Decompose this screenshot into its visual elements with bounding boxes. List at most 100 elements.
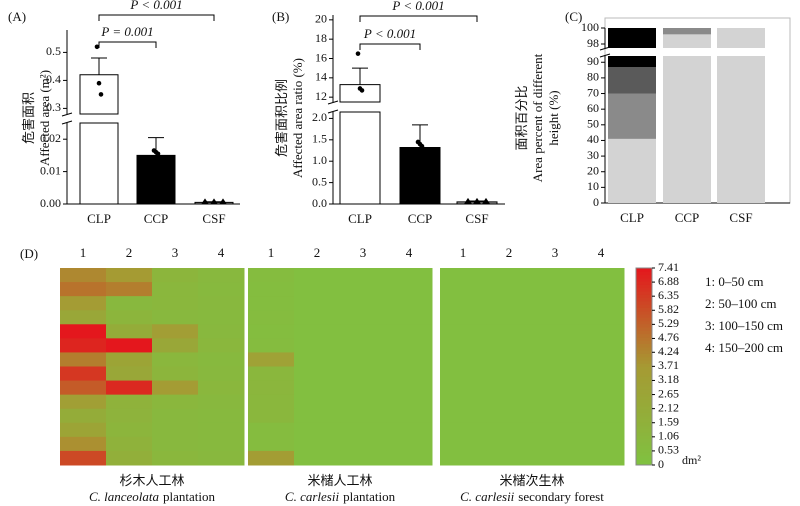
data-point: [359, 88, 365, 93]
bar-segment: [663, 28, 711, 35]
heat-cell: [386, 338, 433, 353]
heat-cell: [294, 268, 341, 283]
heat-cell: [532, 282, 579, 297]
y-tick-label: 20: [315, 12, 327, 26]
colorbar-step: [636, 422, 652, 427]
y-tick-label: 70: [587, 85, 599, 99]
y-axis-label: height (%): [546, 90, 561, 145]
y-axis-label: 危害面积: [21, 92, 36, 144]
colorbar-tick-label: 5.29: [658, 316, 679, 330]
heat-cell: [294, 380, 341, 396]
colorbar-step: [636, 346, 652, 351]
colorbar-tick-label: 6.88: [658, 274, 679, 288]
heat-cell: [294, 296, 341, 311]
heat-cell: [60, 436, 107, 452]
heat-cell: [294, 310, 341, 325]
legend-entry: 4: 150–200 cm: [705, 340, 783, 355]
bar: [399, 147, 441, 205]
heat-cell: [198, 436, 245, 452]
heat-cell: [106, 282, 153, 297]
heat-cell: [248, 408, 295, 424]
heat-cell: [60, 296, 107, 311]
y-tick-label: 14: [315, 70, 327, 84]
heat-cell: [248, 352, 295, 367]
colorbar-tick-label: 6.35: [658, 288, 679, 302]
data-point: [473, 197, 481, 204]
colorbar-step: [636, 356, 652, 361]
heat-cell: [532, 366, 579, 382]
heat-cell: [486, 352, 533, 367]
heat-cell: [294, 282, 341, 297]
heat-cell: [248, 282, 295, 297]
y-tick-label: 30: [587, 148, 599, 162]
y-axis-label: Affected area (m²): [37, 70, 52, 166]
data-point: [419, 143, 425, 149]
heat-cell: [340, 408, 387, 424]
bar: [136, 154, 176, 205]
heat-cell: [486, 324, 533, 339]
heat-cell: [248, 422, 295, 438]
heat-cell: [106, 338, 153, 353]
colorbar-step: [636, 455, 652, 459]
colorbar-step: [636, 304, 652, 308]
heat-cell: [532, 324, 579, 339]
heat-cell: [486, 408, 533, 424]
legend-entry: 1: 0–50 cm: [705, 274, 764, 289]
heat-cell: [198, 296, 245, 311]
heat-cell: [198, 324, 245, 339]
colorbar-step: [636, 317, 652, 322]
colorbar-step: [636, 313, 652, 318]
heat-cell: [152, 282, 199, 297]
colorbar-step: [636, 277, 652, 282]
y-tick-label: 80: [587, 70, 599, 84]
heat-cell: [532, 338, 579, 353]
heat-cell: [440, 436, 487, 452]
heat-cell: [294, 422, 341, 438]
heat-cell: [198, 352, 245, 367]
heat-cell: [106, 310, 153, 325]
colorbar-tick-label: 1.06: [658, 429, 679, 443]
y-tick-label: 0.02: [40, 131, 61, 145]
colorbar-tick-label: 4.76: [658, 330, 679, 344]
group-rest: plantation: [163, 489, 215, 504]
data-point: [464, 197, 472, 204]
bar: [339, 84, 381, 205]
colorbar-tick-label: 7.41: [658, 260, 679, 274]
significance-bracket: [359, 43, 421, 50]
x-tick-label: CLP: [620, 210, 644, 225]
heat-cell: [578, 324, 625, 339]
heat-cell: [386, 422, 433, 438]
heat-cell: [60, 366, 107, 382]
colorbar-step: [636, 442, 652, 446]
heat-cell: [152, 296, 199, 311]
heat-cell: [578, 310, 625, 325]
colorbar-step: [636, 336, 652, 341]
heat-cell: [340, 436, 387, 452]
panel-label: (D): [20, 246, 38, 261]
colorbar-step: [636, 382, 652, 387]
y-tick-label: 50: [587, 117, 599, 131]
colorbar-step: [636, 268, 652, 272]
heat-cell: [340, 352, 387, 367]
heat-cell: [386, 310, 433, 325]
colorbar-step: [636, 432, 652, 436]
heat-cell: [198, 282, 245, 297]
axis-break: [61, 112, 73, 125]
colorbar-step: [636, 376, 652, 381]
data-point: [94, 44, 100, 50]
colorbar-step: [636, 287, 652, 292]
heat-cell: [386, 352, 433, 367]
column-label: 4: [218, 245, 225, 260]
heat-cell: [340, 296, 387, 311]
heat-cell: [340, 338, 387, 353]
colorbar-step: [636, 350, 652, 354]
heat-cell: [198, 338, 245, 353]
group-rest: plantation: [343, 489, 395, 504]
y-tick-label: 10: [587, 179, 599, 193]
heat-cell: [152, 338, 199, 353]
heat-cell: [578, 282, 625, 297]
colorbar-step: [636, 458, 652, 463]
heat-cell: [152, 394, 199, 410]
heat-cell: [386, 436, 433, 452]
heat-cell: [60, 338, 107, 353]
